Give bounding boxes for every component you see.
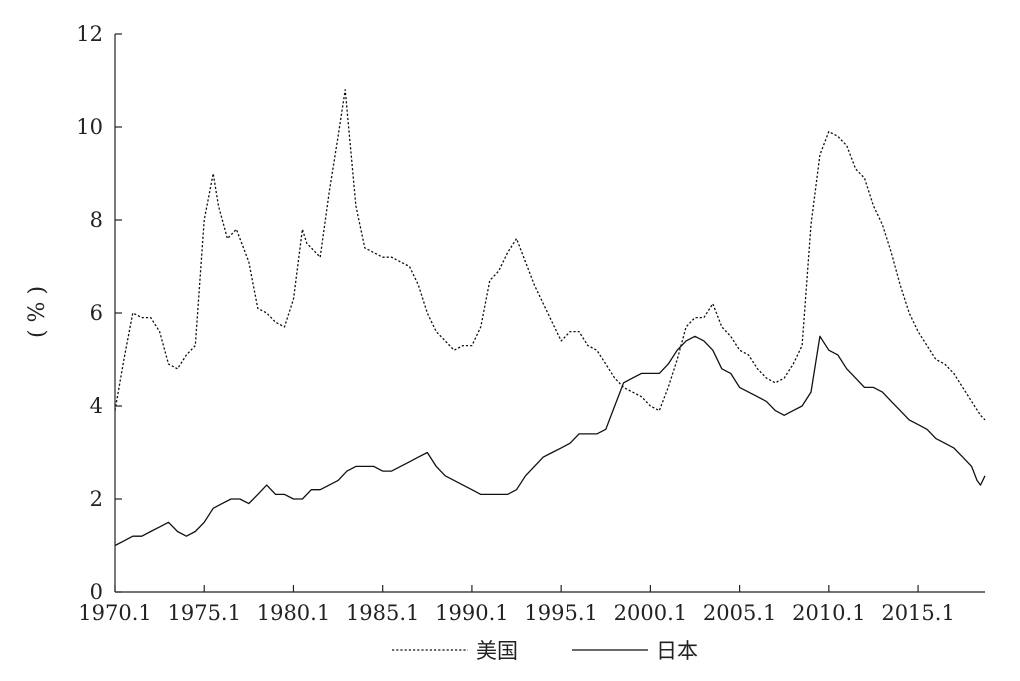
y-axis: 0 2 4 6 8 10 12 xyxy=(76,22,122,604)
x-tick-label: 1990.1 xyxy=(435,601,508,625)
y-axis-label: ( % ) xyxy=(25,286,50,338)
plot-area xyxy=(114,89,986,547)
x-tick-label: 2005.1 xyxy=(703,601,776,625)
x-axis: 1970.1 1975.1 1980.1 1985.1 1990.1 1995.1 2000… xyxy=(78,585,985,625)
x-tick-label: 2015.1 xyxy=(881,601,954,625)
x-tick-label: 1995.1 xyxy=(524,601,597,625)
x-tick-label: 1970.1 xyxy=(78,601,151,625)
x-tick-label: 2010.1 xyxy=(792,601,865,625)
y-tick-label: 6 xyxy=(90,301,103,325)
legend: 美国 日本 xyxy=(392,639,698,663)
x-tick-label: 2000.1 xyxy=(614,601,687,625)
y-tick-label: 2 xyxy=(90,487,103,511)
y-tick-label: 8 xyxy=(90,208,103,232)
x-tick-label: 1985.1 xyxy=(346,601,419,625)
y-tick-label: 4 xyxy=(90,394,103,418)
y-tick-label: 12 xyxy=(76,22,103,46)
series-line-us xyxy=(114,89,986,421)
x-tick-label: 1980.1 xyxy=(257,601,330,625)
legend-label-us: 美国 xyxy=(476,639,518,663)
y-tick-label: 10 xyxy=(76,115,103,139)
series-line-japan xyxy=(114,335,986,547)
legend-label-japan: 日本 xyxy=(656,639,698,663)
y-tick-label: 0 xyxy=(90,580,103,604)
x-tick-label: 1975.1 xyxy=(167,601,240,625)
